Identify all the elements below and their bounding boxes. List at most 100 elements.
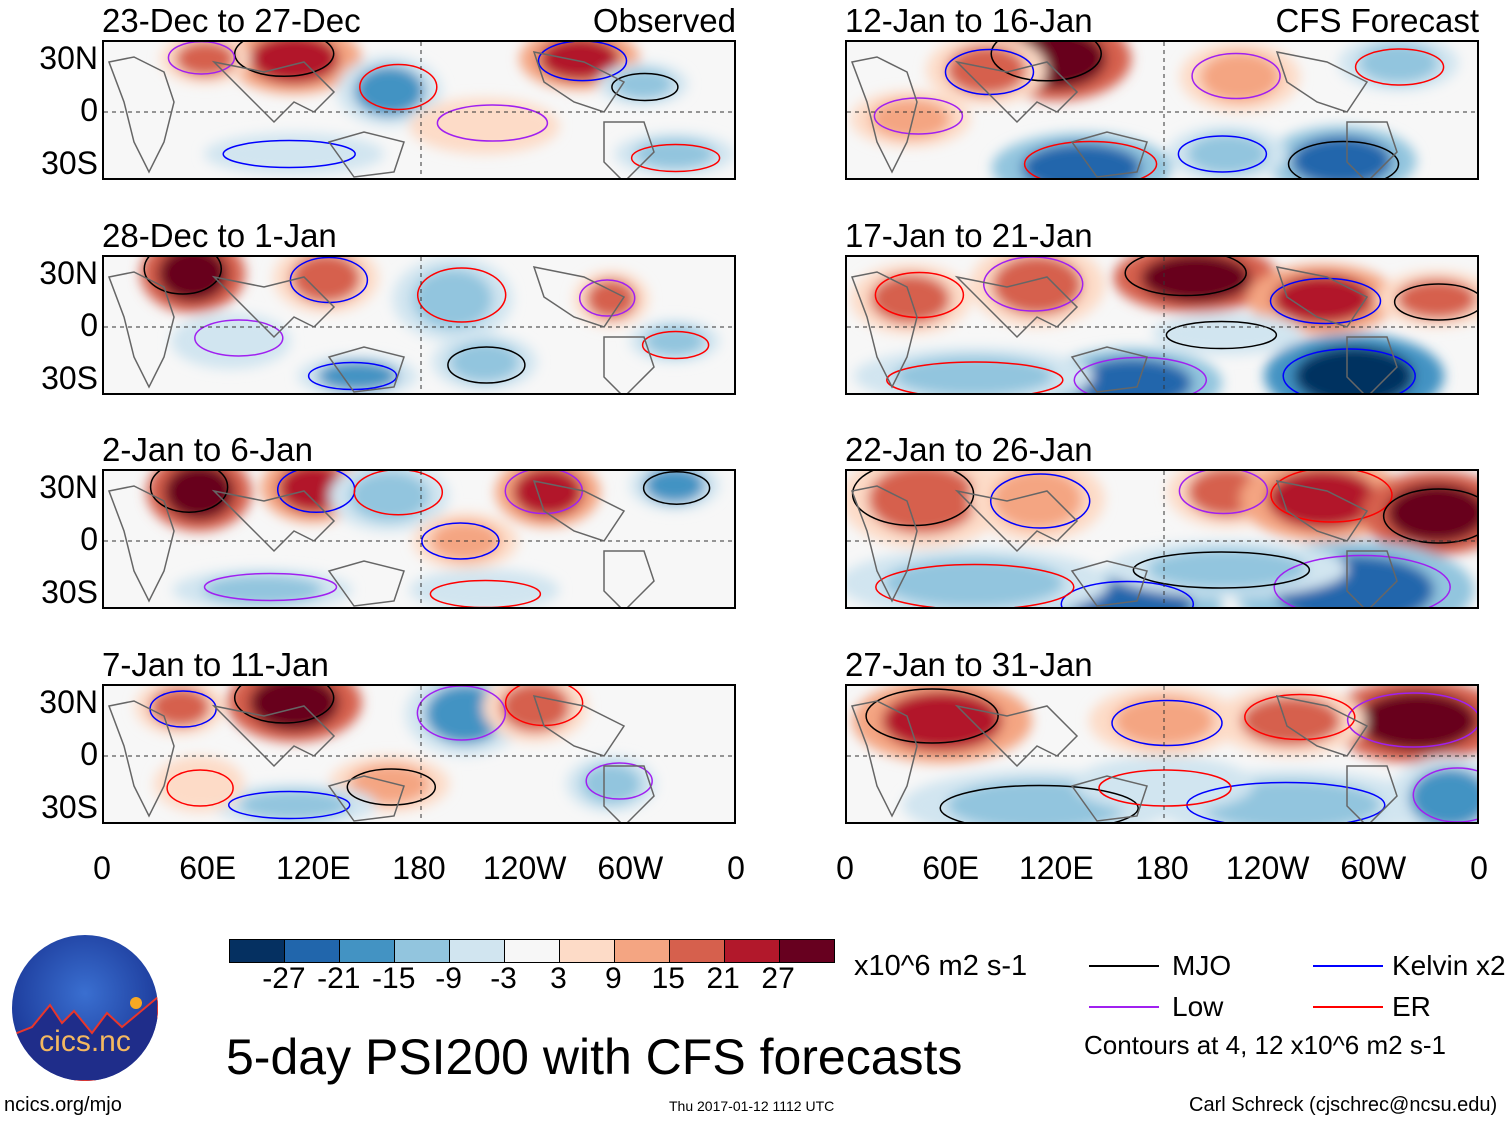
coastlines xyxy=(107,266,655,393)
map-panel xyxy=(845,255,1479,395)
y-tick-label: 30S xyxy=(41,360,98,396)
filter-contour xyxy=(1244,693,1356,741)
colorbar-label: -3 xyxy=(490,962,517,995)
filter-contour xyxy=(233,686,335,724)
filter-contour xyxy=(194,319,284,357)
x-tick-label: 0 xyxy=(836,850,854,886)
filter-contour xyxy=(166,769,234,807)
anomaly-shading xyxy=(164,471,235,520)
filter-contour xyxy=(222,139,356,169)
x-tick-label: 0 xyxy=(1470,850,1488,886)
colorbar xyxy=(229,939,835,963)
y-tick-label: 30S xyxy=(41,145,98,181)
colorbar-swatch xyxy=(615,940,670,962)
filter-contour xyxy=(578,279,636,317)
anomaly-shading xyxy=(612,69,673,99)
x-tick-label: 180 xyxy=(1135,850,1189,886)
anomaly-shading xyxy=(946,45,1027,95)
filter-contour xyxy=(874,271,965,319)
panel-title: 12-Jan to 16-Jan xyxy=(845,2,1093,39)
anomaly-shading xyxy=(290,257,361,303)
filter-contour xyxy=(1191,52,1281,100)
y-tick-label: 0 xyxy=(80,736,98,772)
coastlines xyxy=(850,51,1398,178)
anomaly-shading xyxy=(882,691,1003,751)
legend-low-label: Low xyxy=(1172,991,1224,1022)
map-panel xyxy=(845,40,1479,180)
colorbar-swatch xyxy=(505,940,560,962)
filter-contour xyxy=(1393,283,1477,321)
anomaly-shading xyxy=(1291,136,1392,178)
filter-contour xyxy=(865,688,999,744)
filter-contour xyxy=(1269,277,1382,325)
colorbar-label: -27 xyxy=(262,962,306,995)
colorbar-label: -9 xyxy=(435,962,462,995)
filter-contour xyxy=(1346,692,1477,748)
filter-contour xyxy=(203,572,338,602)
anomaly-shading xyxy=(1187,134,1268,174)
anomaly-shading xyxy=(1396,279,1477,319)
x-tick-label: 180 xyxy=(392,850,446,886)
legend-mjo-label: MJO xyxy=(1172,950,1232,981)
filter-contour xyxy=(416,267,507,323)
x-tick-label: 120W xyxy=(482,850,567,886)
anomaly-shading xyxy=(512,471,583,517)
anomaly-shading xyxy=(449,342,520,382)
legend-er-label: ER xyxy=(1392,991,1431,1022)
panel-label: Observed xyxy=(592,2,736,39)
y-tick-label: 30N xyxy=(39,469,98,505)
anomaly-shading xyxy=(883,558,1064,607)
filter-contour xyxy=(1177,135,1268,173)
coastlines xyxy=(107,480,655,607)
filter-contour xyxy=(1178,471,1269,515)
filter-contour xyxy=(886,361,1064,393)
x-tick-label: 0 xyxy=(93,850,111,886)
filter-contour xyxy=(990,42,1102,82)
anomaly-shading xyxy=(1200,52,1281,102)
filter-contour xyxy=(149,471,229,513)
filter-contour xyxy=(227,790,351,820)
anomaly-shading xyxy=(349,764,430,804)
map-panel xyxy=(102,40,736,180)
filter-contour xyxy=(233,42,335,78)
filter-contour xyxy=(1060,580,1195,607)
filter-contour xyxy=(436,104,549,142)
panel-title: 23-Dec to 27-Dec xyxy=(102,2,361,39)
x-tick-label: 60W xyxy=(1340,850,1407,886)
anomaly-shading xyxy=(1240,696,1341,746)
panel-title: 7-Jan to 11-Jan xyxy=(102,646,329,683)
filter-contour xyxy=(611,72,679,102)
footer-url[interactable]: ncics.org/mjo xyxy=(4,1094,122,1116)
coastlines xyxy=(850,480,1398,607)
anomaly-shading xyxy=(634,139,715,169)
legend-er-line xyxy=(1313,1006,1383,1008)
x-tick-label: 60E xyxy=(922,850,980,886)
filter-contour xyxy=(982,257,1084,312)
panel-title: 17-Jan to 21-Jan xyxy=(845,217,1093,254)
anomaly-shading xyxy=(169,764,230,804)
x-tick-label: 120E xyxy=(1018,850,1094,886)
colorbar-label: 9 xyxy=(605,962,622,995)
map-panel xyxy=(845,469,1479,609)
colorbar-label: -21 xyxy=(317,962,361,995)
legend-mjo-line xyxy=(1089,965,1159,967)
anomaly-shading xyxy=(1386,483,1477,543)
filter-contour xyxy=(1098,769,1232,807)
filter-contour xyxy=(873,97,964,135)
filter-contour xyxy=(1382,488,1477,544)
colorbar-label: 27 xyxy=(761,962,795,995)
filter-contour xyxy=(447,346,526,384)
colorbar-units: x10^6 m2 s-1 xyxy=(854,950,1028,982)
cics-logo: cics.nc xyxy=(12,935,158,1081)
filter-contour xyxy=(630,143,721,173)
filter-contour xyxy=(1282,348,1416,393)
colorbar-swatch xyxy=(780,940,834,962)
anomaly-shading xyxy=(234,139,355,169)
colorbar-label: 21 xyxy=(706,962,740,995)
y-tick-label: 30N xyxy=(39,255,98,291)
panel-title: 27-Jan to 31-Jan xyxy=(845,646,1093,683)
legend-kelvin-line xyxy=(1313,965,1383,967)
map-panel xyxy=(845,684,1479,824)
footer-author: Carl Schreck (cjschrec@ncsu.edu) xyxy=(1189,1094,1498,1116)
panel-title: 28-Dec to 1-Jan xyxy=(102,217,337,254)
